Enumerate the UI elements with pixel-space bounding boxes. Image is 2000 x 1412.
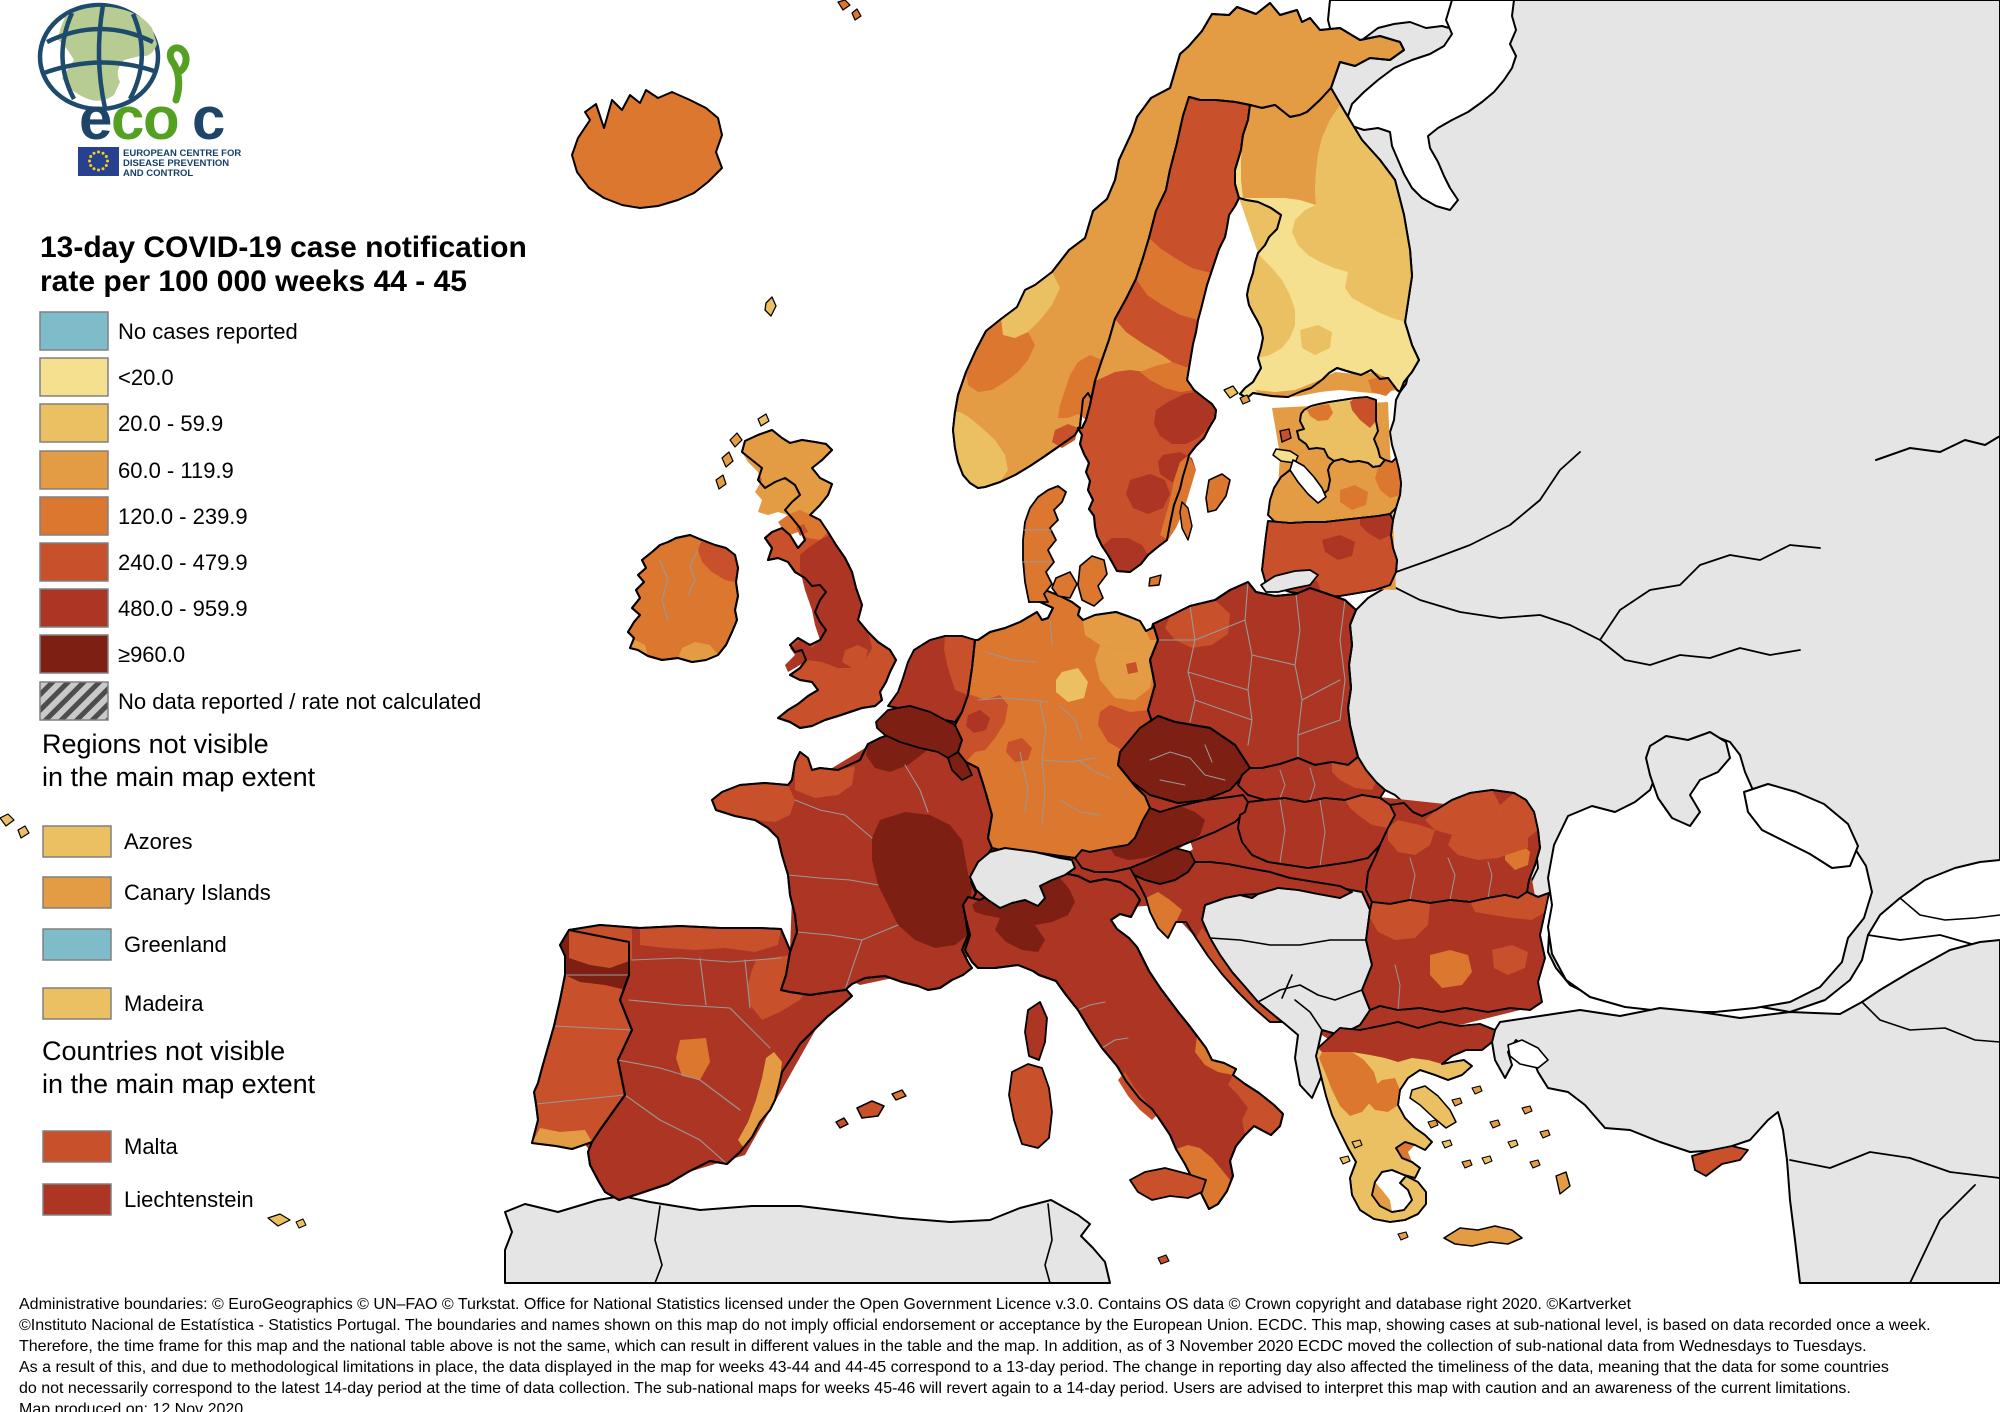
svg-text:rate per 100 000 weeks 44 - 45: rate per 100 000 weeks 44 - 45 <box>40 265 467 298</box>
svg-text:Azores: Azores <box>124 829 192 854</box>
svg-text:DISEASE PREVENTION: DISEASE PREVENTION <box>123 158 229 169</box>
svg-text:Regions not visible: Regions not visible <box>42 729 269 759</box>
svg-text:13-day COVID-19 case notificat: 13-day COVID-19 case notification <box>40 231 527 264</box>
svg-text:60.0 - 119.9: 60.0 - 119.9 <box>118 458 234 483</box>
svg-text:e: e <box>79 85 112 152</box>
svg-text:Liechtenstein: Liechtenstein <box>124 1187 254 1212</box>
svg-text:≥960.0: ≥960.0 <box>118 642 185 667</box>
svg-text:Administrative boundaries: © E: Administrative boundaries: © EuroGeograp… <box>19 1296 1632 1313</box>
svg-text:do not necessarily correspond: do not necessarily correspond to the lat… <box>19 1380 1851 1397</box>
svg-text:Therefore, the time frame for: Therefore, the time frame for this map a… <box>19 1338 1867 1355</box>
svg-text:Madeira: Madeira <box>124 991 204 1016</box>
svg-text:EUROPEAN CENTRE FOR: EUROPEAN CENTRE FOR <box>123 148 241 159</box>
svg-text:Greenland: Greenland <box>124 932 227 957</box>
svg-text:20.0 - 59.9: 20.0 - 59.9 <box>118 411 223 436</box>
svg-text:Countries not visible: Countries not visible <box>42 1036 285 1066</box>
svg-text:<20.0: <20.0 <box>118 365 174 390</box>
svg-text:in the main map extent: in the main map extent <box>42 1069 316 1099</box>
svg-text:Malta: Malta <box>124 1134 179 1159</box>
svg-text:No cases reported: No cases reported <box>118 319 298 344</box>
svg-text:120.0 - 239.9: 120.0 - 239.9 <box>118 504 248 529</box>
svg-text:in the main map extent: in the main map extent <box>42 762 316 792</box>
svg-text:Map produced on: 12 Nov 2020: Map produced on: 12 Nov 2020 <box>19 1401 243 1412</box>
svg-text:240.0 - 479.9: 240.0 - 479.9 <box>118 550 248 575</box>
svg-text:No data reported / rate not ca: No data reported / rate not calculated <box>118 689 481 714</box>
svg-text:AND CONTROL: AND CONTROL <box>123 168 193 179</box>
svg-text:c: c <box>192 85 225 152</box>
svg-text:©Instituto Nacional de Estatís: ©Instituto Nacional de Estatística - Sta… <box>19 1317 1931 1334</box>
svg-text:480.0 - 959.9: 480.0 - 959.9 <box>118 596 248 621</box>
svg-text:As a result of this, and due t: As a result of this, and due to methodol… <box>19 1359 1889 1376</box>
svg-text:Canary Islands: Canary Islands <box>124 880 271 905</box>
svg-text:c: c <box>111 85 144 152</box>
